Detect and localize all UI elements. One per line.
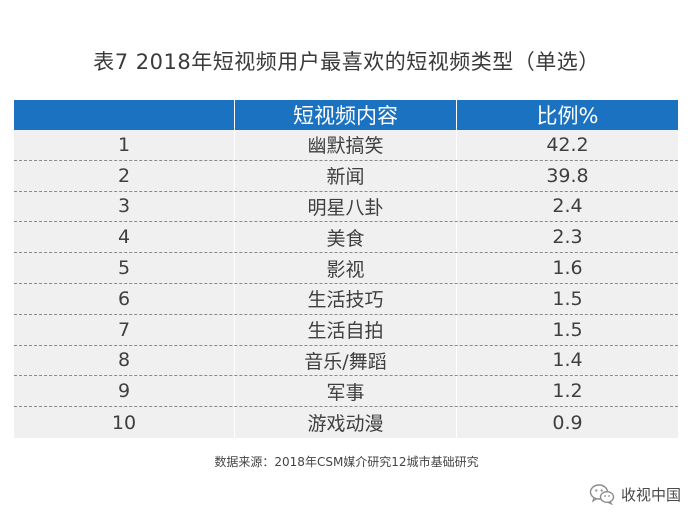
wechat-icon xyxy=(589,484,615,505)
cell-content: 幽默搞笑 xyxy=(235,130,457,160)
data-source-note: 数据来源：2018年CSM媒介研究12城市基础研究 xyxy=(214,455,479,469)
table-header: 短视频内容 比例% xyxy=(14,100,678,130)
cell-rank: 8 xyxy=(14,345,235,376)
cell-percent: 1.5 xyxy=(552,318,583,341)
table-row: 3 明星八卦 2.4 xyxy=(14,191,678,223)
cell-rank: 6 xyxy=(14,283,235,314)
cell-rank: 9 xyxy=(14,376,235,407)
cell-rank: 4 xyxy=(14,222,235,253)
cell-content: 军事 xyxy=(235,376,457,407)
table-row: 5 影视 1.6 xyxy=(14,253,678,284)
cell-content: 生活技巧 xyxy=(235,283,457,314)
cell-percent: 39.8 xyxy=(546,164,589,187)
header-percent: 比例% xyxy=(536,104,599,128)
cell-percent: 42.2 xyxy=(546,133,589,156)
cell-rank: 7 xyxy=(14,314,235,345)
cell-content: 新闻 xyxy=(235,160,457,191)
table-row: 7 生活自拍 1.5 xyxy=(14,314,678,346)
cell-content: 影视 xyxy=(235,253,457,283)
cell-content: 生活自拍 xyxy=(235,314,457,345)
brand-watermark: 收视中国 xyxy=(589,483,681,505)
cell-percent: 1.4 xyxy=(552,349,583,372)
cell-rank: 1 xyxy=(14,130,235,160)
table-row: 1 幽默搞笑 42.2 xyxy=(14,130,678,161)
table-row: 6 生活技巧 1.5 xyxy=(14,283,678,315)
cell-rank: 2 xyxy=(14,160,235,191)
cell-rank: 3 xyxy=(14,191,235,222)
cell-percent: 0.9 xyxy=(552,411,583,434)
table-row: 8 音乐/舞蹈 1.4 xyxy=(14,345,678,377)
header-rank xyxy=(14,100,235,130)
table-row: 10 游戏动漫 0.9 xyxy=(14,407,678,438)
header-content: 短视频内容 xyxy=(235,100,457,130)
cell-percent: 2.3 xyxy=(552,226,583,249)
cell-rank: 5 xyxy=(14,253,235,283)
cell-percent: 1.2 xyxy=(552,380,583,403)
table-body: 1 幽默搞笑 42.2 2 新闻 39.8 3 明星八卦 2.4 4 美食 2.… xyxy=(14,130,678,438)
table-row: 4 美食 2.3 xyxy=(14,222,678,254)
table-title: 表7 2018年短视频用户最喜欢的短视频类型（单选） xyxy=(93,50,600,74)
cell-percent: 2.4 xyxy=(552,195,583,218)
cell-content: 游戏动漫 xyxy=(235,407,457,438)
brand-name: 收视中国 xyxy=(620,485,681,504)
cell-percent: 1.6 xyxy=(552,257,583,280)
cell-content: 明星八卦 xyxy=(235,191,457,222)
cell-percent: 1.5 xyxy=(552,287,583,310)
cell-content: 音乐/舞蹈 xyxy=(235,345,457,376)
table-row: 9 军事 1.2 xyxy=(14,376,678,408)
table-row: 2 新闻 39.8 xyxy=(14,160,678,192)
cell-rank: 10 xyxy=(14,407,235,438)
data-table: 短视频内容 比例% 1 幽默搞笑 42.2 2 新闻 39.8 3 明星八卦 2… xyxy=(14,100,678,438)
cell-content: 美食 xyxy=(235,222,457,253)
